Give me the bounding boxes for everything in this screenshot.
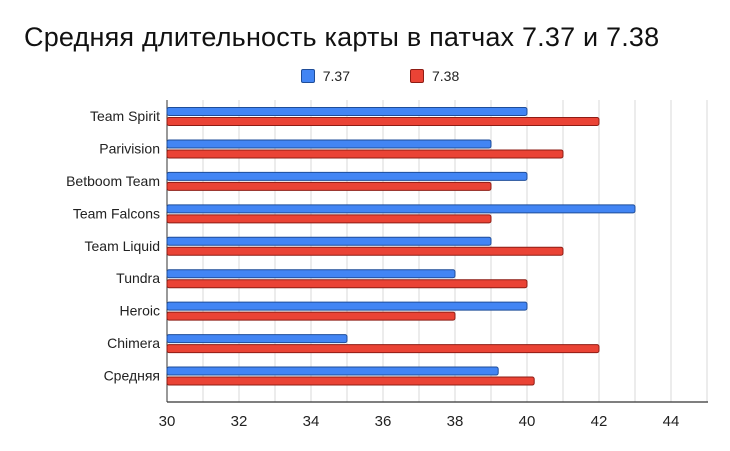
x-tick-label: 40	[519, 413, 536, 430]
x-tick-label: 44	[663, 413, 680, 430]
chart-title: Средняя длительность карты в патчах 7.37…	[24, 22, 660, 52]
bar-737	[166, 236, 492, 246]
bar-738	[166, 246, 564, 256]
category-label: Parivision	[99, 140, 160, 156]
bar-738	[166, 376, 535, 386]
x-tick-label: 42	[591, 413, 608, 430]
bar-738	[166, 117, 600, 126]
bar-737	[166, 269, 456, 279]
bar-737	[166, 334, 348, 344]
category-label: Betboom Team	[66, 173, 160, 189]
legend-item-737: 7.37	[271, 68, 350, 84]
category-label: Team Liquid	[85, 238, 161, 254]
category-label: Heroic	[120, 303, 160, 319]
x-tick-label: 38	[447, 413, 464, 430]
bar-737	[166, 139, 492, 149]
category-label: Tundra	[116, 270, 160, 286]
category-label: Team Falcons	[73, 205, 160, 221]
category-label: Team Spirit	[90, 108, 160, 124]
legend-label-738: 7.38	[432, 68, 460, 84]
bar-737	[166, 301, 528, 311]
legend-swatch-738	[410, 69, 424, 83]
bar-738	[166, 214, 492, 224]
x-tick-label: 32	[231, 413, 248, 430]
bar-738	[166, 149, 564, 159]
bar-737	[166, 366, 499, 376]
legend-item-738: 7.38	[380, 68, 459, 84]
bar-738	[166, 181, 492, 191]
x-tick-label: 34	[303, 413, 320, 430]
legend-label-737: 7.37	[322, 68, 350, 84]
category-label: Средняя	[104, 368, 160, 384]
bar-737	[166, 204, 636, 214]
bar-737	[166, 107, 528, 116]
x-tick-label: 30	[159, 413, 176, 430]
legend-swatch-737	[300, 69, 315, 83]
bar-737	[166, 171, 528, 181]
bar-738	[166, 311, 456, 321]
category-label: Chimera	[107, 335, 160, 351]
legend: 7.37 7.38	[0, 68, 730, 84]
bar-738	[166, 279, 528, 289]
x-tick-label: 36	[375, 413, 392, 430]
bar-738	[166, 344, 600, 354]
